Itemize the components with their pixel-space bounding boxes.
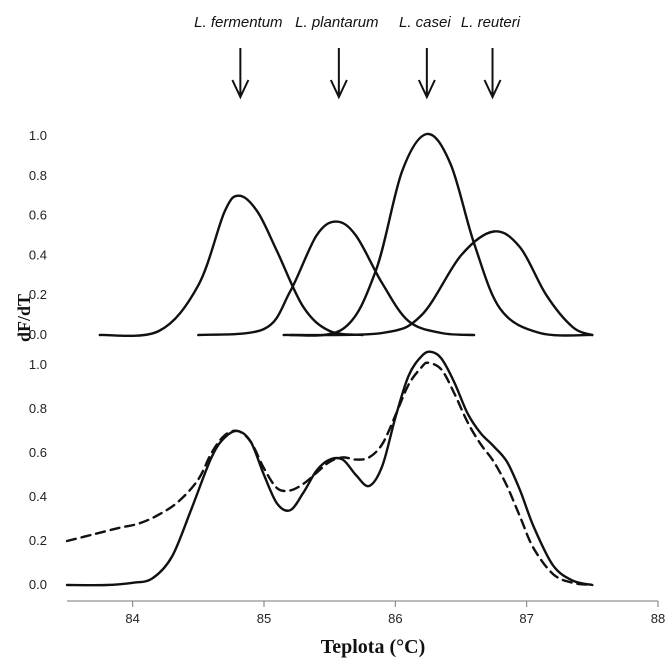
x-axis: 84 85 86 87 88	[67, 600, 665, 626]
top-y-tick-label: 0.8	[29, 168, 47, 183]
bottom-series-line-solid	[65, 350, 594, 587]
species-label: L. casei	[399, 14, 451, 31]
y-axis-label: dF/dT	[14, 294, 34, 342]
top-series-line-2	[197, 220, 476, 337]
species-label: L. plantarum	[295, 14, 378, 31]
down-arrow-icon	[329, 48, 348, 100]
bottom-panel: 0.0 0.2 0.4 0.6 0.8 1.0	[29, 350, 594, 592]
down-arrow-icon	[417, 48, 436, 100]
x-tick-label: 87	[519, 611, 533, 626]
species-annotations: L. fermentum L. plantarum L. casei L. reute…	[194, 14, 521, 100]
top-y-tick-label: 0.4	[29, 247, 47, 262]
bottom-y-tick-label: 0.8	[29, 401, 47, 416]
bottom-y-tick-label: 0.2	[29, 533, 47, 548]
bottom-y-tick-label: 1.0	[29, 357, 47, 372]
bottom-y-tick-label: 0.0	[29, 577, 47, 592]
bottom-y-tick-label: 0.6	[29, 445, 47, 460]
top-y-tick-label: 0.0	[29, 327, 47, 342]
top-series-line-1	[98, 194, 364, 338]
top-panel: 0.0 0.2 0.4 0.6 0.8 1.0	[29, 128, 594, 342]
x-tick-label: 84	[125, 611, 139, 626]
top-series-line-4	[289, 230, 594, 337]
top-series-line-3	[282, 132, 594, 337]
top-y-tick-label: 1.0	[29, 128, 47, 143]
down-arrow-icon	[231, 48, 250, 100]
bottom-y-tick-label: 0.4	[29, 489, 47, 504]
species-label: L. reuteri	[461, 14, 521, 31]
top-y-tick-label: 0.2	[29, 287, 47, 302]
bottom-series-line-dashed	[65, 361, 594, 587]
top-y-tick-label: 0.6	[29, 208, 47, 223]
down-arrow-icon	[483, 48, 502, 100]
x-tick-label: 88	[651, 611, 665, 626]
x-tick-label: 85	[257, 611, 271, 626]
x-axis-label: Teplota (°C)	[321, 636, 425, 658]
species-label: L. fermentum	[194, 14, 282, 31]
x-tick-label: 86	[388, 611, 402, 626]
